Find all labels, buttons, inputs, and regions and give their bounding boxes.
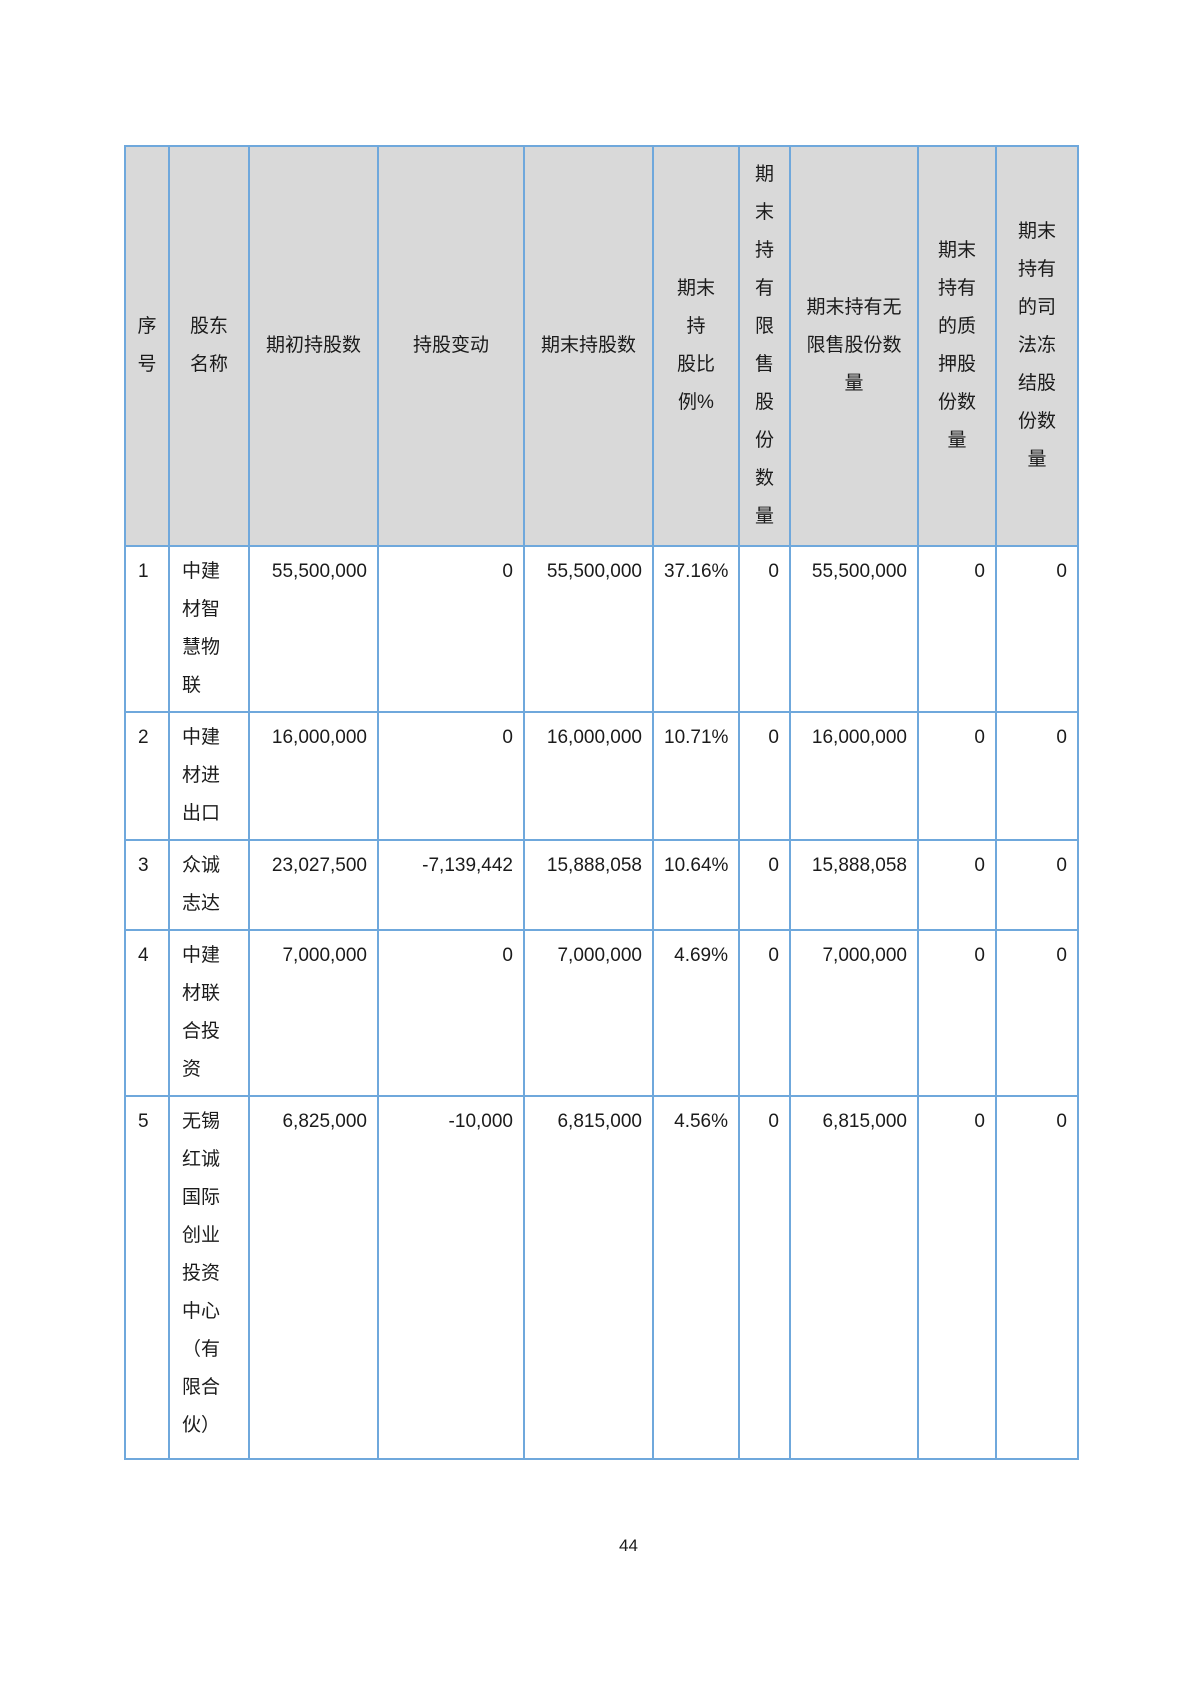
cell-end: 15,888,058	[523, 839, 654, 931]
cell-frozen: 0	[995, 1095, 1079, 1460]
cell-end: 55,500,000	[523, 545, 654, 713]
cell-pct: 10.64%	[652, 839, 740, 931]
cell-change: 0	[377, 929, 525, 1097]
cell-name: 众诚志达	[168, 839, 250, 931]
cell-index: 3	[124, 839, 170, 931]
cell-index: 1	[124, 545, 170, 713]
cell-name: 无锡红诚国际创业投资中心（有限合伙）	[168, 1095, 250, 1460]
cell-pledged: 0	[917, 545, 997, 713]
table-row: 3 众诚志达 23,027,500 -7,139,442 15,888,058 …	[124, 839, 1079, 931]
column-header-restricted: 期 末 持 有 限 售 股 份 数 量	[738, 145, 791, 547]
cell-restricted: 0	[738, 1095, 791, 1460]
cell-begin: 6,825,000	[248, 1095, 379, 1460]
table-row: 1 中建材智慧物联 55,500,000 0 55,500,000 37.16%…	[124, 545, 1079, 713]
cell-end: 16,000,000	[523, 711, 654, 841]
cell-begin: 55,500,000	[248, 545, 379, 713]
cell-restricted: 0	[738, 839, 791, 931]
cell-change: -10,000	[377, 1095, 525, 1460]
cell-pct: 10.71%	[652, 711, 740, 841]
table-header-row: 序 号 股东 名称 期初持股数 持股变动 期末持股数 期末 持 股比 例% 期 …	[124, 145, 1079, 547]
column-header-end: 期末持股数	[523, 145, 654, 547]
cell-unrestricted: 16,000,000	[789, 711, 919, 841]
cell-pledged: 0	[917, 711, 997, 841]
table-row: 2 中建材进出口 16,000,000 0 16,000,000 10.71% …	[124, 711, 1079, 841]
cell-begin: 23,027,500	[248, 839, 379, 931]
column-header-pledged: 期末 持有 的质 押股 份数 量	[917, 145, 997, 547]
cell-frozen: 0	[995, 929, 1079, 1097]
cell-pledged: 0	[917, 929, 997, 1097]
cell-index: 4	[124, 929, 170, 1097]
cell-frozen: 0	[995, 545, 1079, 713]
cell-restricted: 0	[738, 545, 791, 713]
shareholders-table: 序 号 股东 名称 期初持股数 持股变动 期末持股数 期末 持 股比 例% 期 …	[124, 145, 1079, 1460]
cell-begin: 16,000,000	[248, 711, 379, 841]
cell-index: 5	[124, 1095, 170, 1460]
cell-unrestricted: 7,000,000	[789, 929, 919, 1097]
cell-pct: 37.16%	[652, 545, 740, 713]
cell-pct: 4.56%	[652, 1095, 740, 1460]
column-header-index: 序 号	[124, 145, 170, 547]
column-header-frozen: 期末 持有 的司 法冻 结股 份数 量	[995, 145, 1079, 547]
cell-change: 0	[377, 545, 525, 713]
column-header-change: 持股变动	[377, 145, 525, 547]
cell-end: 6,815,000	[523, 1095, 654, 1460]
cell-unrestricted: 6,815,000	[789, 1095, 919, 1460]
cell-pledged: 0	[917, 1095, 997, 1460]
cell-pledged: 0	[917, 839, 997, 931]
cell-change: 0	[377, 711, 525, 841]
cell-change: -7,139,442	[377, 839, 525, 931]
cell-name: 中建材进出口	[168, 711, 250, 841]
column-header-pct: 期末 持 股比 例%	[652, 145, 740, 547]
cell-unrestricted: 15,888,058	[789, 839, 919, 931]
column-header-begin: 期初持股数	[248, 145, 379, 547]
cell-pct: 4.69%	[652, 929, 740, 1097]
cell-begin: 7,000,000	[248, 929, 379, 1097]
cell-restricted: 0	[738, 711, 791, 841]
page-number: 44	[619, 1536, 638, 1555]
cell-unrestricted: 55,500,000	[789, 545, 919, 713]
cell-restricted: 0	[738, 929, 791, 1097]
column-header-name: 股东 名称	[168, 145, 250, 547]
cell-frozen: 0	[995, 711, 1079, 841]
cell-end: 7,000,000	[523, 929, 654, 1097]
cell-frozen: 0	[995, 839, 1079, 931]
table-row: 5 无锡红诚国际创业投资中心（有限合伙） 6,825,000 -10,000 6…	[124, 1095, 1079, 1460]
cell-name: 中建材智慧物联	[168, 545, 250, 713]
cell-name: 中建材联合投资	[168, 929, 250, 1097]
column-header-unrestricted: 期末持有无 限售股份数 量	[789, 145, 919, 547]
cell-index: 2	[124, 711, 170, 841]
table-row: 4 中建材联合投资 7,000,000 0 7,000,000 4.69% 0 …	[124, 929, 1079, 1097]
